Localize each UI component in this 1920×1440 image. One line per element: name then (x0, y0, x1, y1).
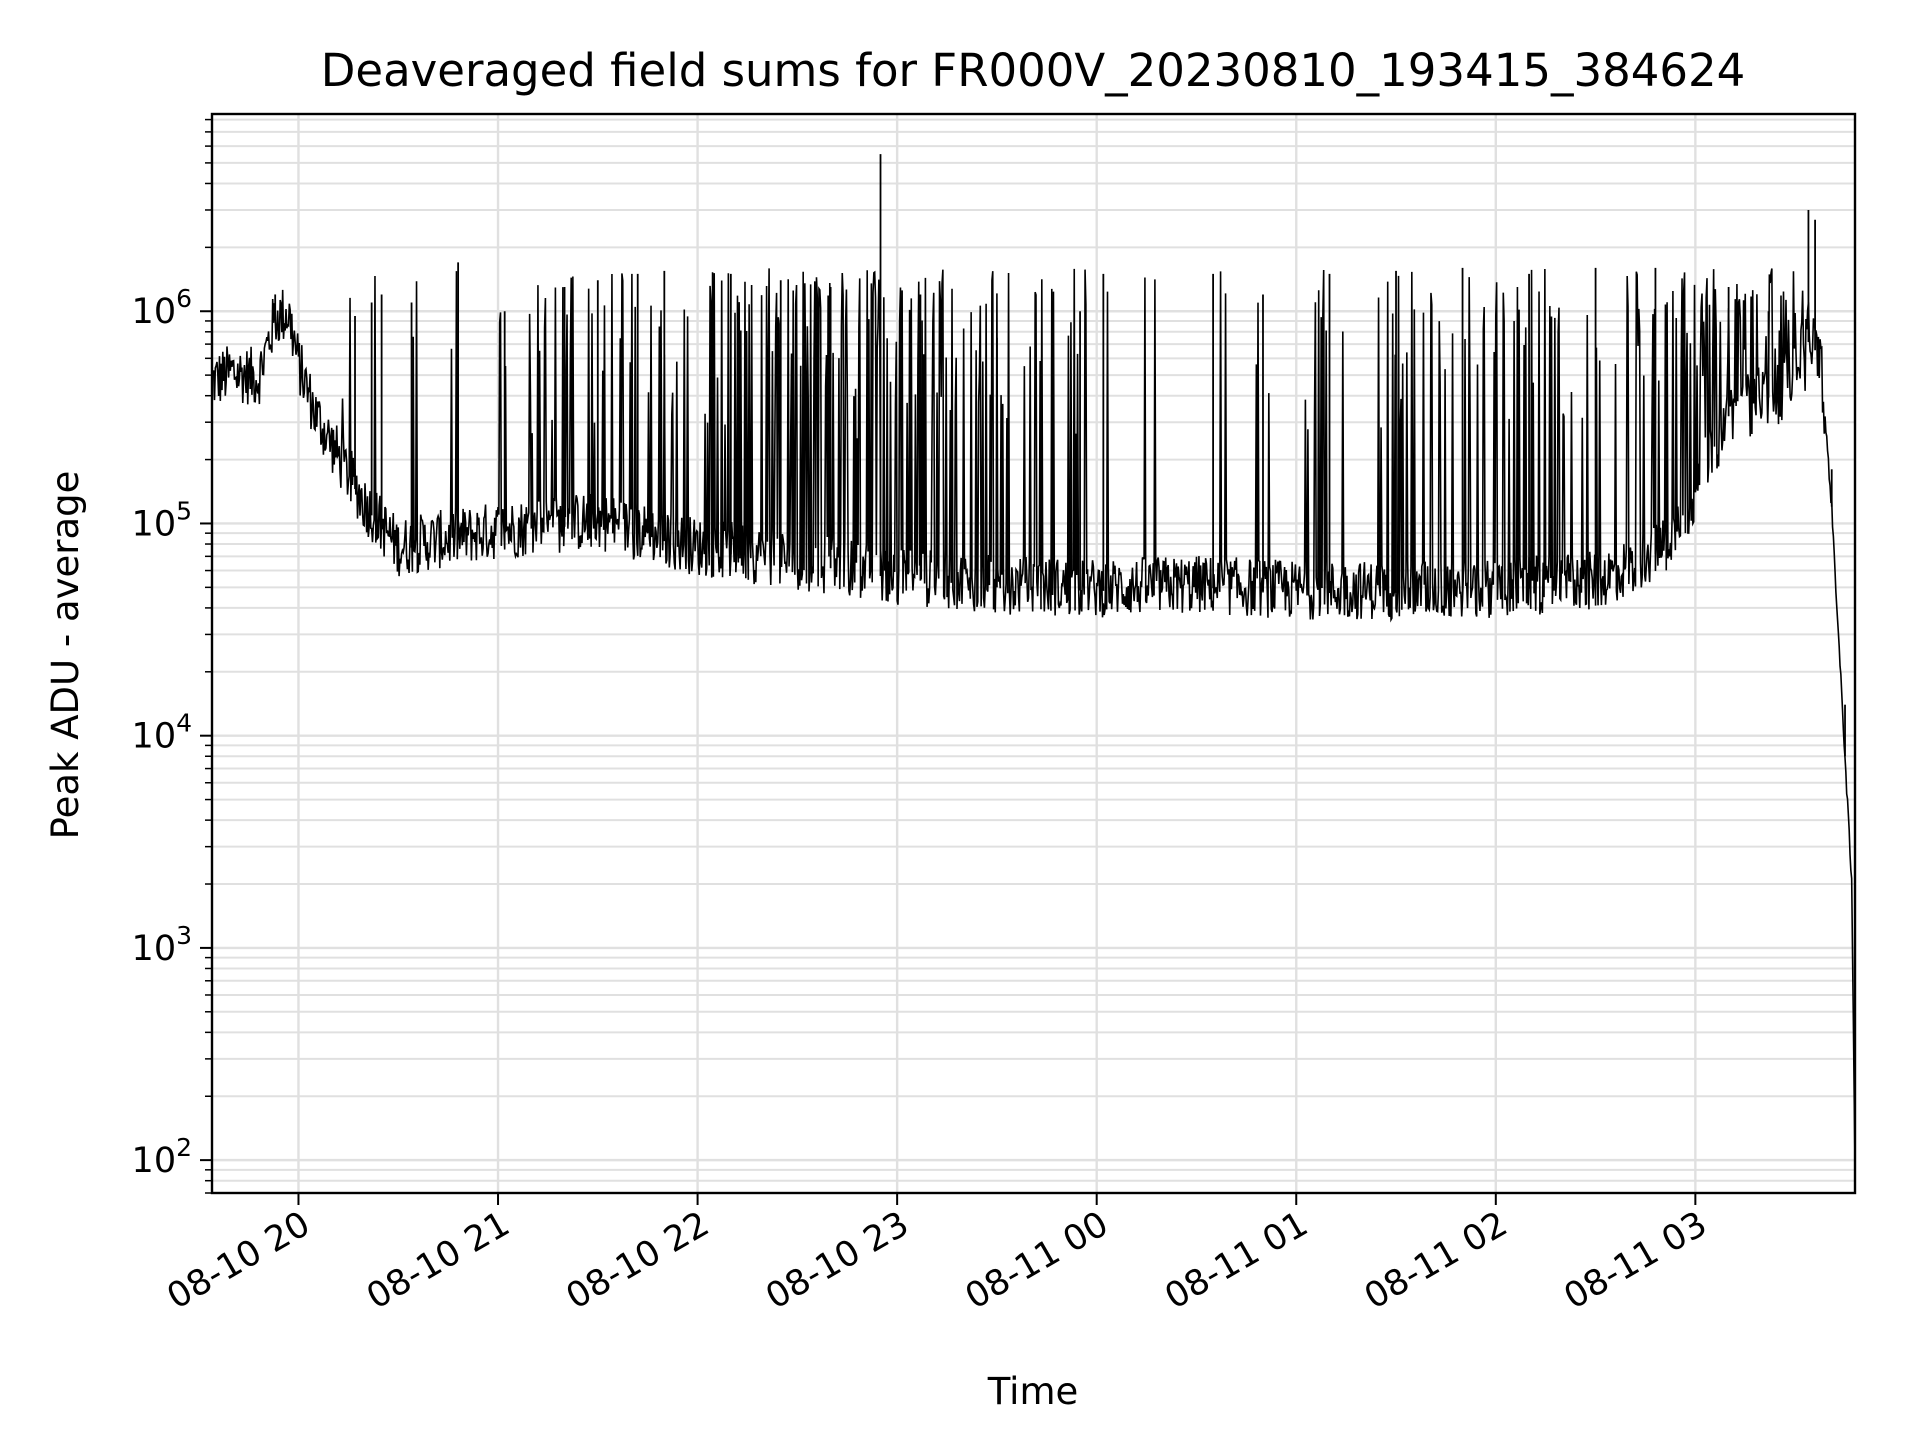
y-tick-label: 106 (132, 284, 192, 332)
y-tick-label-base: 10 (132, 1141, 177, 1181)
data-line (212, 268, 1855, 1165)
y-tick-label: 104 (132, 709, 192, 757)
y-tick-label-exponent: 2 (176, 1133, 192, 1162)
y-tick-label-exponent: 4 (176, 709, 192, 738)
y-tick-label-exponent: 6 (176, 284, 192, 313)
plot-frame (210, 112, 1857, 1195)
grid-lines (212, 114, 1855, 1194)
y-tick-label-base: 10 (132, 929, 177, 969)
y-axis-title: Peak ADU - average (44, 471, 87, 840)
y-tick-label-base: 10 (132, 292, 177, 332)
y-tick-label-exponent: 3 (176, 921, 192, 950)
x-axis-title: Time (987, 1370, 1079, 1413)
y-tick-label-exponent: 5 (176, 496, 192, 525)
chart-title: Deaveraged field sums for FR000V_2023081… (321, 44, 1746, 97)
y-tick-label-base: 10 (132, 504, 177, 544)
y-tick-label: 103 (132, 921, 192, 969)
y-tick-label: 102 (132, 1133, 192, 1181)
y-tick-label: 105 (132, 496, 192, 544)
y-tick-label-base: 10 (132, 717, 177, 757)
series-line (212, 154, 1855, 1165)
